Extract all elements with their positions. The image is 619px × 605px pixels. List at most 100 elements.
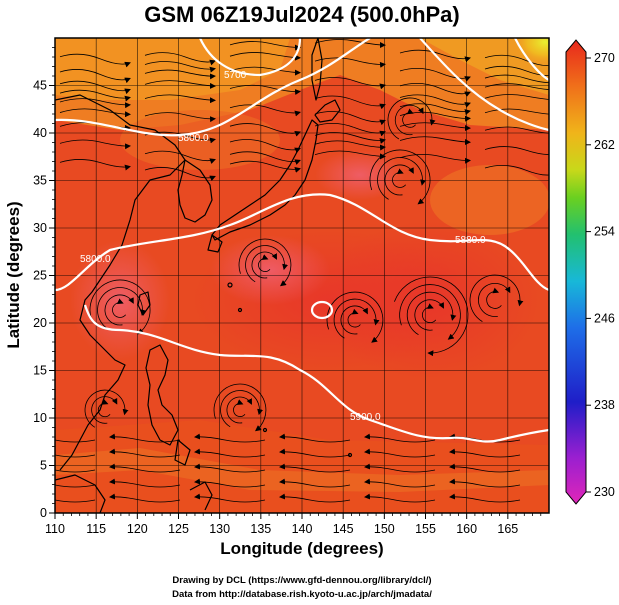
streamline — [229, 104, 301, 117]
streamline — [59, 69, 131, 84]
contour-5800-corner — [514, 38, 549, 81]
orange-northwest — [55, 38, 290, 100]
y-tick-label: 45 — [33, 79, 47, 93]
streamline-swirl — [84, 389, 129, 428]
streamlines — [55, 39, 549, 503]
streamline — [109, 478, 181, 488]
streamline-swirl — [414, 299, 444, 331]
streamline — [144, 61, 216, 73]
streamline-swirl — [469, 274, 524, 322]
streamline — [55, 439, 96, 443]
streamline — [229, 66, 301, 76]
streamline-swirl — [89, 279, 151, 335]
footer-credit-data: Data from http://database.rish.kyoto-u.a… — [172, 589, 432, 600]
streamline — [229, 84, 301, 95]
streamline — [109, 448, 181, 458]
streamline-swirl — [384, 164, 414, 196]
streamline — [144, 52, 216, 66]
colorbar-bar — [565, 39, 587, 505]
streamline — [314, 57, 386, 68]
contour-5900 — [83, 304, 549, 443]
streamline — [279, 493, 351, 503]
figure-title: GSM 06Z19Jul2024 (500.0hPa) — [144, 2, 460, 27]
plot-area: 5700 5800.0 5800.0 5880.0 5900.0 — [55, 38, 549, 513]
x-tick-label: 110 — [45, 522, 65, 536]
y-tick-label: 35 — [33, 174, 47, 188]
streamline-swirl — [326, 291, 384, 343]
streamline — [399, 136, 471, 146]
x-tick-label: 160 — [456, 522, 477, 536]
streamline — [364, 448, 436, 458]
contour-label-5700: 5700 — [224, 70, 247, 81]
streamline-swirl — [220, 390, 264, 428]
x-axis: 110 115 120 125 130 135 140 145 150 155 160 165 — [45, 513, 542, 536]
streamline — [59, 139, 131, 150]
streamline-swirl — [226, 396, 252, 424]
x-tick-label: 135 — [250, 522, 271, 536]
streamline — [279, 463, 351, 473]
streamline — [399, 83, 471, 98]
streamline — [279, 478, 351, 488]
streamline-swirl — [486, 287, 502, 309]
streamline — [109, 433, 181, 443]
streamline-swirl — [347, 308, 361, 328]
x-tick-label: 155 — [415, 522, 436, 536]
streamline — [229, 160, 301, 173]
grid-lines — [55, 38, 549, 513]
y-tick-label: 0 — [40, 506, 47, 520]
pink-patch-3 — [315, 150, 405, 200]
contour-label-5800-b: 5800.0 — [80, 254, 111, 265]
orange-patch-1 — [430, 165, 549, 235]
streamline — [449, 493, 521, 503]
x-axis-label: Longitude (degrees) — [220, 539, 383, 558]
colorbar-ticks: 270 262 254 246 238 230 — [586, 51, 615, 499]
streamline — [449, 448, 521, 458]
colorbar: 270 262 254 246 238 230 — [565, 39, 615, 505]
streamline-swirl — [394, 276, 469, 357]
streamline — [279, 448, 351, 458]
footer-credit-drawing: Drawing by DCL (https://www.gfd-dennou.o… — [172, 575, 431, 586]
x-tick-label: 125 — [168, 522, 189, 536]
y-tick-label: 30 — [33, 221, 47, 235]
contour-label-5900: 5900.0 — [350, 412, 381, 423]
streamline — [194, 448, 266, 458]
colorbar-tick-label: 246 — [594, 311, 615, 325]
streamline — [55, 454, 96, 458]
streamline — [144, 94, 216, 104]
contour-5800-east — [419, 38, 549, 132]
streamline — [144, 69, 216, 80]
y-axis-label: Latitude (degrees) — [4, 201, 23, 348]
contour-5800-north — [55, 38, 371, 137]
streamline-swirl — [387, 97, 436, 140]
streamline-swirl — [91, 396, 118, 424]
streamline — [144, 167, 216, 182]
streamline — [109, 463, 181, 473]
streamline — [364, 463, 436, 473]
streamline-swirl — [97, 287, 146, 330]
y-tick-label: 40 — [33, 126, 47, 140]
y-tick-label: 25 — [33, 269, 47, 283]
x-tick-label: 145 — [333, 522, 354, 536]
streamline — [399, 122, 471, 132]
streamline-swirl — [245, 245, 289, 283]
x-tick-label: 150 — [374, 522, 395, 536]
streamline — [399, 94, 471, 108]
streamline — [364, 478, 436, 488]
y-tick-label: 10 — [33, 411, 47, 425]
height-contours — [55, 38, 549, 443]
colorbar-tick-label: 262 — [594, 138, 615, 152]
streamline — [109, 493, 181, 503]
y-tick-label: 5 — [40, 459, 47, 473]
x-tick-label: 140 — [292, 522, 313, 536]
y-axis: 0 5 10 15 20 25 30 35 40 45 — [33, 47, 55, 520]
contour-5880 — [55, 193, 549, 292]
streamline-swirl — [402, 108, 416, 128]
streamline — [194, 493, 266, 503]
streamline — [314, 140, 386, 151]
streamline — [194, 463, 266, 473]
x-tick-label: 115 — [86, 522, 106, 536]
streamline-swirl — [377, 157, 426, 200]
streamline — [449, 478, 521, 488]
streamline — [399, 103, 471, 115]
